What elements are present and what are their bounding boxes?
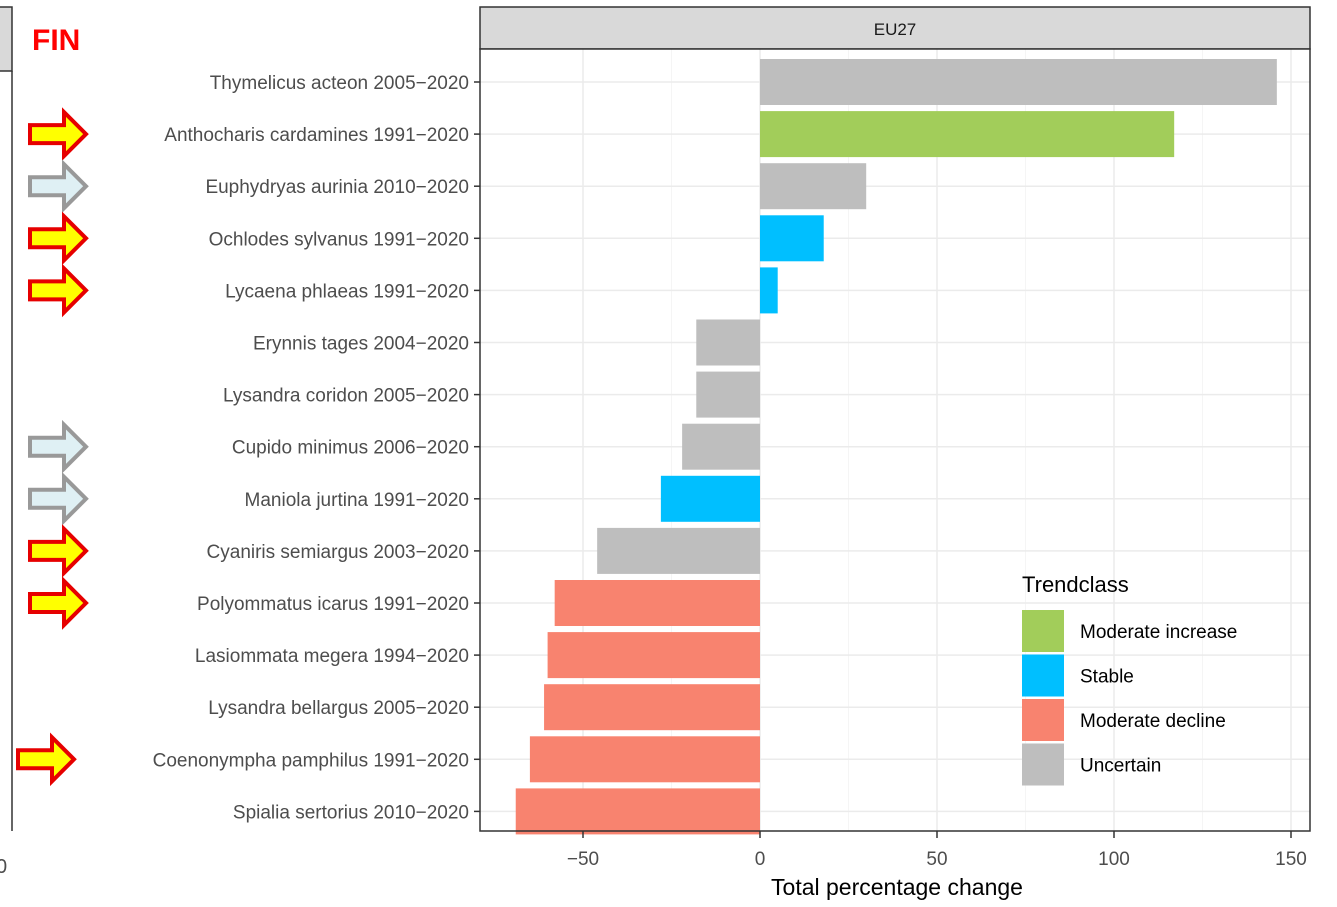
legend-label: Moderate increase bbox=[1080, 622, 1237, 643]
y-tick-label: Coenonympha pamphilus 1991−2020 bbox=[153, 750, 469, 771]
y-tick-label: Spialia sertorius 2010−2020 bbox=[233, 802, 469, 823]
bar bbox=[760, 215, 824, 261]
bar bbox=[682, 424, 760, 470]
y-tick-label: Anthocharis cardamines 1991−2020 bbox=[164, 125, 469, 146]
bar bbox=[760, 59, 1277, 105]
legend-title: Trendclass bbox=[1022, 572, 1129, 597]
yellow-arrow-icon bbox=[30, 112, 86, 156]
bar bbox=[548, 632, 760, 678]
grey-arrow-icon bbox=[30, 425, 86, 469]
bar bbox=[760, 163, 866, 209]
bar bbox=[597, 528, 760, 574]
y-tick-label: Thymelicus acteon 2005−2020 bbox=[210, 73, 469, 94]
y-tick-label: Lycaena phlaeas 1991−2020 bbox=[225, 281, 469, 302]
x-axis: −50 0 50 100 150 bbox=[567, 831, 1307, 870]
yellow-arrow-icon bbox=[30, 581, 86, 625]
x-tick-label: 100 bbox=[1098, 849, 1130, 870]
legend-label: Uncertain bbox=[1080, 756, 1161, 777]
bar bbox=[696, 320, 760, 366]
bar bbox=[661, 476, 760, 522]
bar bbox=[555, 580, 760, 626]
legend-key bbox=[1022, 655, 1064, 697]
x-axis-label: Total percentage change bbox=[771, 874, 1023, 900]
bar bbox=[696, 372, 760, 418]
left-panel-strip bbox=[0, 7, 12, 71]
y-tick-label: Cyaniris semiargus 2003−2020 bbox=[207, 542, 469, 563]
x-tick-label: 50 bbox=[926, 849, 947, 870]
y-axis: Thymelicus acteon 2005−2020 Anthocharis c… bbox=[153, 73, 480, 823]
y-tick-label: Maniola jurtina 1991−2020 bbox=[245, 490, 469, 511]
yellow-arrow-icon bbox=[18, 737, 74, 781]
x-tick-label: −50 bbox=[567, 849, 599, 870]
page-label: FIN bbox=[32, 24, 80, 57]
legend-label: Stable bbox=[1080, 667, 1134, 688]
legend-key bbox=[1022, 744, 1064, 786]
grey-arrow-icon bbox=[30, 164, 86, 208]
y-tick-label: Lysandra bellargus 2005−2020 bbox=[208, 698, 469, 719]
facet-title: EU27 bbox=[874, 20, 917, 39]
yellow-arrow-icon bbox=[30, 268, 86, 312]
y-tick-label: Euphydryas aurinia 2010−2020 bbox=[205, 177, 469, 198]
marker-arrows bbox=[18, 112, 86, 781]
bar bbox=[760, 111, 1174, 157]
y-tick-label: Lysandra coridon 2005−2020 bbox=[223, 386, 469, 407]
bar bbox=[516, 788, 760, 834]
bar bbox=[544, 684, 760, 730]
x-tick-label: 0 bbox=[755, 849, 766, 870]
grey-arrow-icon bbox=[30, 477, 86, 521]
bar bbox=[760, 267, 778, 313]
yellow-arrow-icon bbox=[30, 216, 86, 260]
yellow-arrow-icon bbox=[30, 529, 86, 573]
y-tick-label: Lasiommata megera 1994−2020 bbox=[195, 646, 469, 667]
left-panel-tick-fragment: 0 bbox=[0, 856, 7, 878]
bar bbox=[530, 736, 760, 782]
legend-key bbox=[1022, 699, 1064, 741]
legend-key bbox=[1022, 610, 1064, 652]
legend-label: Moderate decline bbox=[1080, 711, 1226, 732]
y-tick-label: Cupido minimus 2006−2020 bbox=[232, 438, 469, 459]
y-tick-label: Polyommatus icarus 1991−2020 bbox=[197, 594, 469, 615]
y-tick-label: Ochlodes sylvanus 1991−2020 bbox=[209, 229, 469, 250]
y-tick-label: Erynnis tages 2004−2020 bbox=[253, 334, 469, 355]
x-tick-label: 150 bbox=[1275, 849, 1307, 870]
